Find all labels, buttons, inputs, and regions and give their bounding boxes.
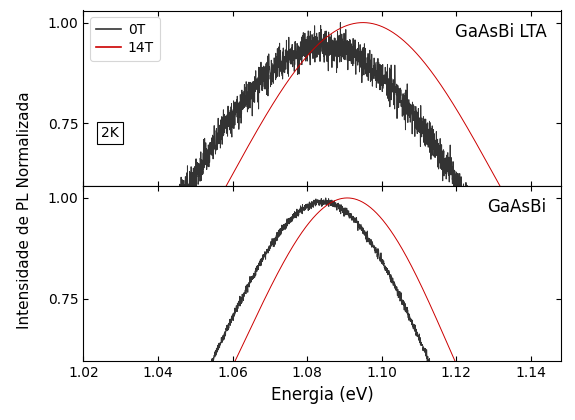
- Text: Intensidade de PL Normalizada: Intensidade de PL Normalizada: [17, 91, 32, 329]
- Legend: 0T, 14T: 0T, 14T: [90, 18, 159, 61]
- Text: GaAsBi: GaAsBi: [487, 198, 546, 216]
- Text: 2K: 2K: [101, 126, 118, 140]
- X-axis label: Energia (eV): Energia (eV): [271, 386, 373, 404]
- Text: GaAsBi LTA: GaAsBi LTA: [455, 23, 546, 41]
